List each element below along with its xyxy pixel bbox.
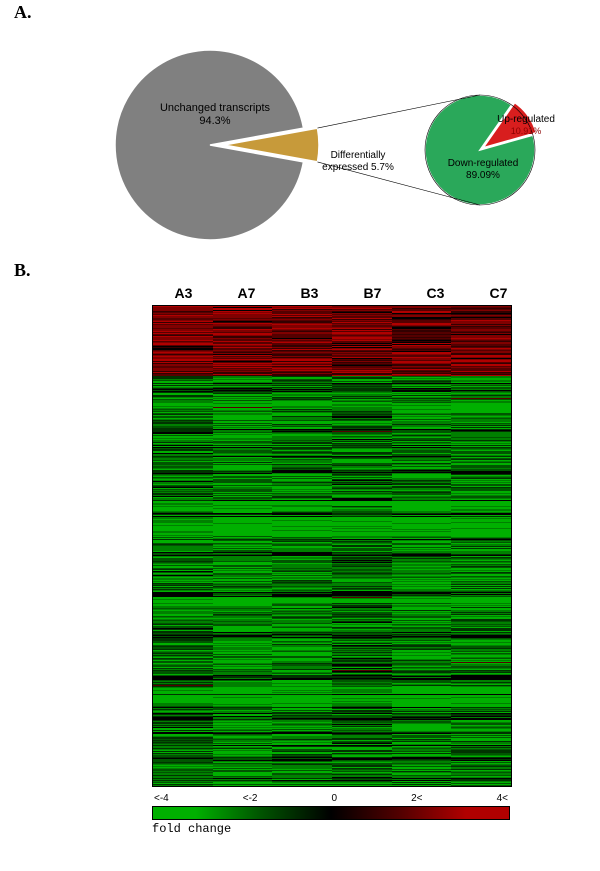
legend-tick: 4<	[497, 793, 508, 804]
panel-b-label: B.	[14, 260, 31, 281]
heatmap-col-A7: A7	[215, 285, 278, 305]
panel-a-container: Unchanged transcripts 94.3% Differential…	[60, 30, 580, 260]
legend-tick: <-4	[154, 793, 169, 804]
heatmap-col-B3: B3	[278, 285, 341, 305]
panel-a-label: A.	[14, 2, 32, 23]
unchanged-label-line1: Unchanged transcripts	[160, 102, 270, 114]
heatmap-col-C3: C3	[404, 285, 467, 305]
diff-expressed-label: Differentially expressed 5.7%	[318, 150, 398, 174]
heatmap-col-C7: C7	[467, 285, 530, 305]
unchanged-label: Unchanged transcripts 94.3%	[150, 102, 280, 128]
legend-tick: 0	[332, 793, 338, 804]
panel-b-container: A3A7B3B7C3C7 <-4 <-2 0 2< 4< fold change	[130, 285, 530, 836]
legend-container: <-4 <-2 0 2< 4< fold change	[152, 793, 510, 836]
up-regulated-line1: Up-regulated	[497, 114, 555, 125]
unchanged-label-line2: 94.3%	[199, 115, 230, 127]
heatmap-col-A3: A3	[152, 285, 215, 305]
up-regulated-label: Up-regulated 10.91%	[488, 114, 564, 138]
legend-ticks: <-4 <-2 0 2< 4<	[152, 793, 510, 806]
pie-charts-svg	[60, 30, 580, 260]
heatmap-col-B7: B7	[341, 285, 404, 305]
heatmap-row	[153, 785, 511, 786]
up-regulated-line2: 10.91%	[511, 126, 542, 136]
heatmap-header: A3A7B3B7C3C7	[152, 285, 530, 305]
down-regulated-line2: 89.09%	[466, 170, 500, 181]
legend-label: fold change	[152, 822, 510, 836]
legend-tick: <-2	[243, 793, 258, 804]
heatmap	[152, 305, 512, 787]
diff-expressed-line1: Differentially	[331, 150, 386, 161]
diff-expressed-line2: expressed 5.7%	[322, 162, 394, 173]
legend-tick: 2<	[411, 793, 422, 804]
legend-bar	[152, 806, 510, 820]
down-regulated-label: Down-regulated 89.09%	[438, 158, 528, 182]
down-regulated-line1: Down-regulated	[448, 158, 519, 169]
